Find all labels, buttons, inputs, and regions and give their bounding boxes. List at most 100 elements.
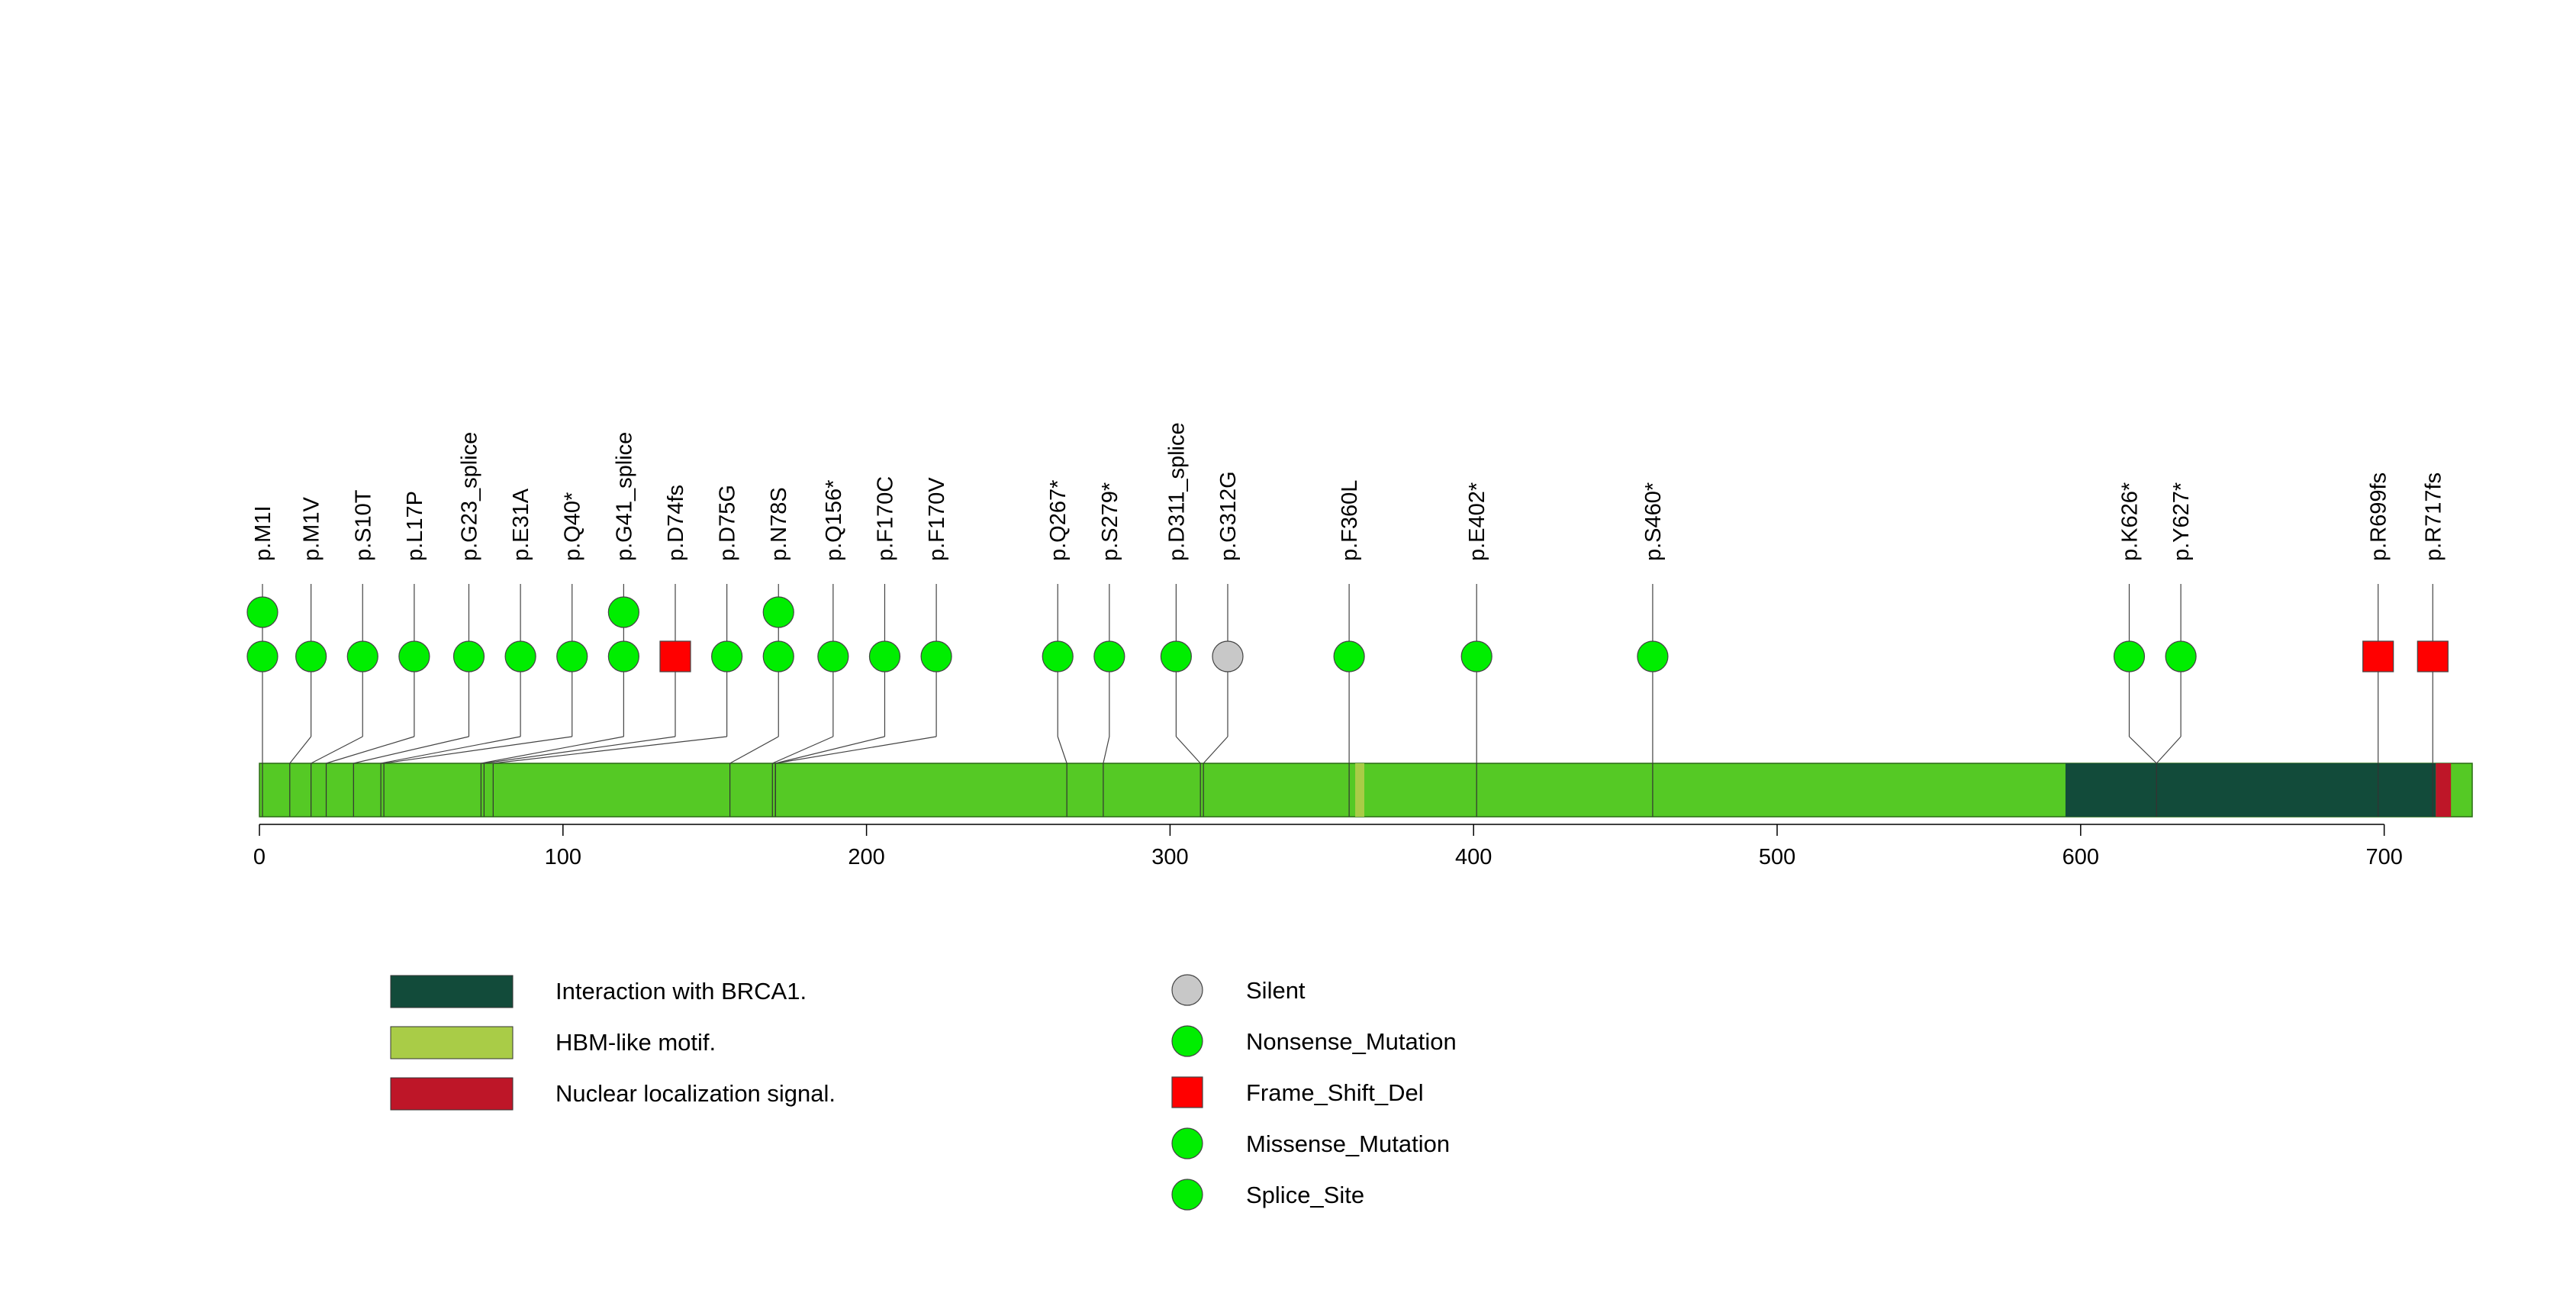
mutation-label: p.S10T <box>351 489 375 561</box>
mutation-marker-frameshift <box>659 640 691 672</box>
mutation-connector <box>775 736 885 764</box>
mutation-connector <box>484 736 676 764</box>
mutation-label: p.E402* <box>1465 482 1489 561</box>
mutation-marker-missense <box>295 640 327 672</box>
legend-domain-swatch <box>390 1077 514 1111</box>
legend-mutation-swatch <box>1171 1025 1203 1057</box>
mutation-connector <box>1203 736 1228 764</box>
domain-hbm-like-motif <box>1355 763 1365 817</box>
legend-mutation-label: Nonsense_Mutation <box>1246 1028 1457 1055</box>
mutation-marker-nonsense <box>2113 640 2146 672</box>
mutation-connector <box>289 736 312 764</box>
mutation-marker-nonsense <box>1093 640 1125 672</box>
mutation-connector <box>481 736 624 764</box>
legend-domain-label: HBM-like motif. <box>555 1029 716 1056</box>
mutation-markers <box>246 596 2449 672</box>
legend: Interaction with BRCA1. HBM-like motif. Nu… <box>390 974 1457 1211</box>
domain-interaction-with-brca1 <box>2065 763 2436 817</box>
legend-mutation-label: Missense_Mutation <box>1246 1130 1450 1157</box>
mutation-marker-splice <box>607 596 639 628</box>
mutation-connector <box>1057 736 1067 764</box>
mutation-marker-nonsense <box>1460 640 1492 672</box>
mutation-label: p.S279* <box>1098 482 1122 561</box>
mutation-connector <box>729 736 779 764</box>
x-axis-tick-label: 600 <box>2062 845 2099 869</box>
mutation-marker-frameshift <box>2362 640 2394 672</box>
mutation-labels: p.M1I p.M1V p.S10T p.L17P p.G23_splice p.E31A… <box>251 422 2446 561</box>
x-axis-tick-label: 100 <box>545 845 581 869</box>
mutation-label: p.K626* <box>2117 482 2142 561</box>
mutation-label: p.F360L <box>1338 480 1362 561</box>
mutation-marker-missense <box>1333 640 1365 672</box>
mutation-marker-nonsense <box>2165 640 2197 672</box>
mutation-marker-nonsense <box>556 640 588 672</box>
legend-mutation-swatch <box>1171 1076 1203 1108</box>
x-axis-tick-label: 500 <box>1759 845 1795 869</box>
mutation-marker-missense <box>246 640 279 672</box>
mutation-marker-missense <box>868 640 901 672</box>
mutation-label: p.R717fs <box>2421 472 2446 561</box>
mutation-label: p.G312G <box>1216 471 1241 561</box>
x-axis-tick-label: 0 <box>253 845 266 869</box>
mutation-marker-splice <box>607 640 639 672</box>
legend-mutation-label: Frame_Shift_Del <box>1246 1079 1424 1106</box>
mutation-connector <box>353 736 469 764</box>
mutation-label: p.S460* <box>1641 482 1666 561</box>
mutation-marker-splice <box>1160 640 1192 672</box>
connector-lines <box>262 736 2433 817</box>
mutation-label: p.M1I <box>251 505 275 561</box>
mutation-label: p.Q156* <box>822 480 846 561</box>
mutation-connector <box>2156 736 2182 764</box>
mutation-marker-missense <box>920 640 952 672</box>
mutation-marker-missense <box>711 640 743 672</box>
mutation-label: p.E31A <box>509 488 533 561</box>
mutation-label: p.N78S <box>767 487 791 561</box>
mutation-marker-frameshift <box>2417 640 2449 672</box>
legend-mutation-swatch <box>1171 974 1203 1006</box>
legend-mutation-swatch <box>1171 1127 1203 1159</box>
mutation-connector <box>2129 736 2157 764</box>
mutation-connector <box>772 736 834 764</box>
mutation-marker-nonsense <box>1042 640 1074 672</box>
mutation-connector <box>326 736 415 764</box>
mutation-marker-missense <box>398 640 430 672</box>
mutation-marker-missense <box>246 596 279 628</box>
mutation-label: p.M1V <box>300 497 324 561</box>
x-axis-tick-label: 400 <box>1455 845 1492 869</box>
mutation-marker-missense <box>762 640 794 672</box>
mutation-label: p.Q40* <box>561 492 585 561</box>
legend-mutation-swatch <box>1171 1179 1203 1211</box>
mutation-label: p.L17P <box>403 491 427 561</box>
mutation-connector <box>311 736 363 764</box>
mutation-label: p.Y627* <box>2169 482 2194 561</box>
mutation-marker-missense <box>346 640 378 672</box>
mutation-connector <box>381 736 521 764</box>
mutation-label: p.D74fs <box>664 485 688 561</box>
mutation-label: p.F170V <box>925 477 949 561</box>
legend-mutation-label: Silent <box>1246 977 1306 1004</box>
legend-mutation-label: Splice_Site <box>1246 1182 1364 1208</box>
mutation-label: p.Q267* <box>1046 480 1071 561</box>
mutation-connector <box>775 736 937 764</box>
mutation-connector <box>1175 736 1201 764</box>
protein-track <box>259 763 2473 818</box>
x-axis-tick-label: 700 <box>2365 845 2402 869</box>
mutation-connector <box>384 736 572 764</box>
mutation-label: p.G41_splice <box>612 432 636 561</box>
mutation-marker-silent <box>1212 640 1244 672</box>
mutation-marker-missense <box>504 640 536 672</box>
mutation-marker-missense <box>762 596 794 628</box>
mutation-marker-splice <box>452 640 485 672</box>
legend-domain-swatch <box>390 1026 514 1059</box>
x-axis-tick-label: 200 <box>848 845 884 869</box>
mutation-label: p.D75G <box>716 485 740 561</box>
mutation-connector <box>1103 736 1110 764</box>
mutation-marker-nonsense <box>1637 640 1669 672</box>
mutation-marker-nonsense <box>817 640 849 672</box>
legend-domain-label: Nuclear localization signal. <box>555 1080 836 1107</box>
legend-domain-swatch <box>390 975 514 1008</box>
mutation-label: p.G23_splice <box>457 432 481 561</box>
x-axis-tick-label: 300 <box>1151 845 1188 869</box>
x-axis: 0 100 200 300 400 500 600 700 <box>253 824 2403 869</box>
